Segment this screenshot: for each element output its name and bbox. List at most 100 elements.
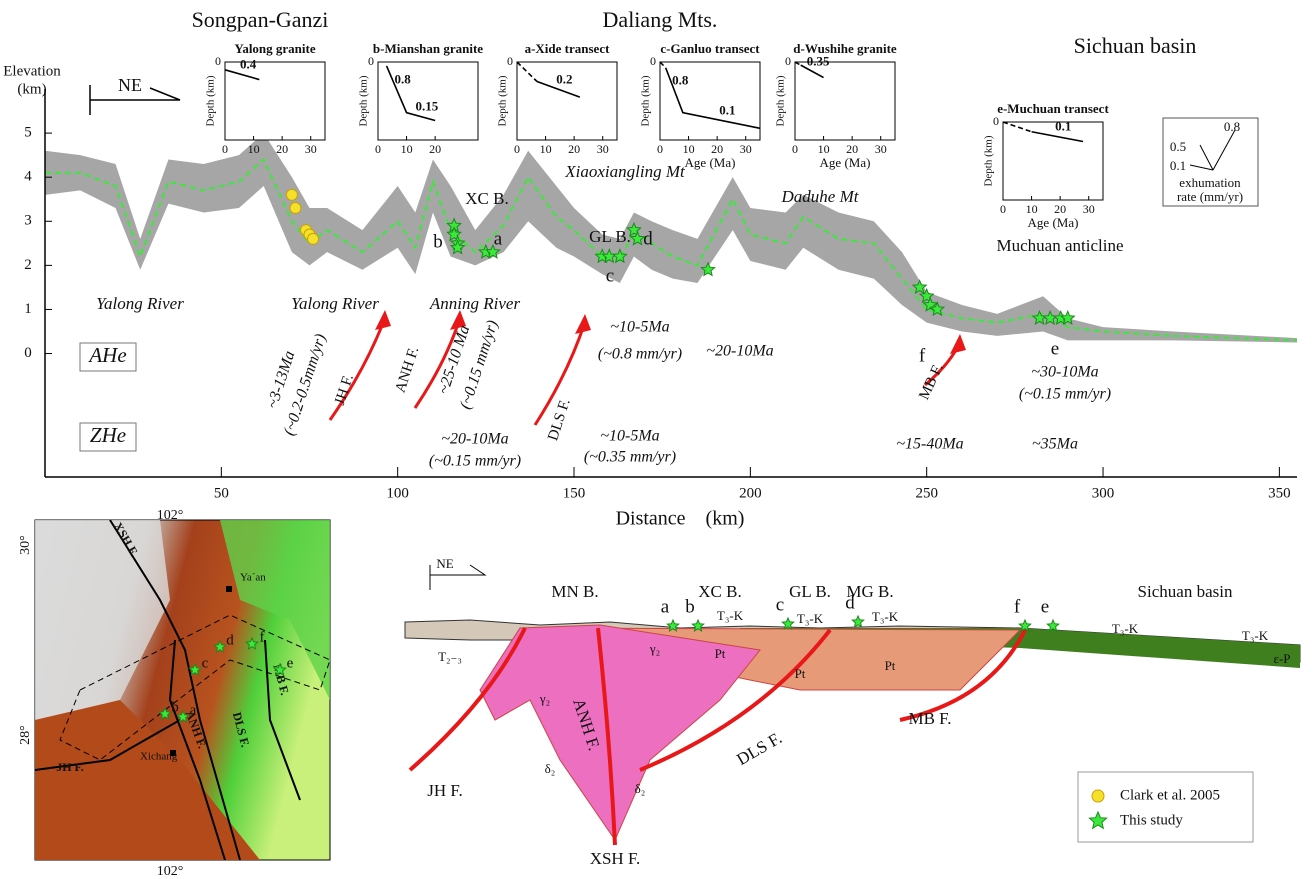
inset-y-tick-label: 0 — [993, 114, 999, 128]
section-unit-label: δ₂ — [635, 781, 646, 796]
inset-rate-label: 0.1 — [719, 102, 735, 117]
x-tick-label: 300 — [1092, 485, 1115, 501]
x-axis-label: Distance (km) — [616, 508, 745, 530]
section-point-label: d — [845, 592, 855, 613]
section-unit-label: δ₂ — [545, 761, 556, 776]
inset-rate-label: 0.4 — [240, 57, 257, 72]
inset-x-tick-label: 10 — [248, 142, 260, 156]
age-label: (~0.8 mm/yr) — [598, 346, 682, 363]
inset-x-tick-label: 0 — [514, 142, 520, 156]
point-label: b — [433, 231, 443, 252]
inset-y-tick-label: 0 — [215, 54, 221, 68]
inset-x-tick-label: 10 — [1026, 202, 1038, 216]
place-label: Yalong River — [291, 294, 379, 313]
inset-x-label: Age (Ma) — [685, 155, 736, 170]
inset-x-tick-label: 20 — [711, 142, 723, 156]
inset-y-tick-label: 0 — [368, 54, 374, 68]
rate-key-value: 0.8 — [1224, 119, 1240, 134]
section-basin-label: Sichuan basin — [1138, 582, 1233, 601]
age-label: ~30-10Ma — [1031, 364, 1098, 381]
legend — [1078, 772, 1253, 842]
section-unit-label: Pt — [885, 658, 896, 673]
section-unit-label: γ₂ — [649, 641, 660, 656]
inset-frame — [795, 62, 895, 140]
clark-sample — [290, 203, 301, 214]
profile-chart — [45, 89, 1297, 477]
inset-x-tick-label: 30 — [740, 142, 752, 156]
y-tick-label: 0 — [24, 345, 32, 361]
point-label: a — [494, 228, 503, 249]
fault-arrowhead — [375, 310, 391, 330]
region-label: Daliang Mts. — [603, 7, 718, 32]
inset-chart — [795, 62, 895, 140]
inset-title: Yalong granite — [234, 41, 315, 56]
y-tick-label: 3 — [24, 213, 32, 229]
inset-title: e-Muchuan transect — [997, 101, 1109, 116]
page: {"profile":{ "region_labels":["Songpan-G… — [0, 0, 1316, 879]
section-direction-label: NE — [436, 556, 453, 571]
map-point-label: c — [202, 655, 209, 671]
inset-x-tick-label: 20 — [1054, 202, 1066, 216]
point-label: d — [643, 228, 653, 249]
map-lon-label: 102° — [157, 864, 184, 879]
section-unit-label: T₃-K — [1112, 621, 1139, 636]
age-label: ~10-5Ma — [610, 319, 669, 336]
map-point-label: d — [226, 632, 234, 648]
legend-box — [1078, 772, 1253, 842]
inset-rate-label: 0.1 — [1055, 119, 1071, 134]
fault-arrowhead — [950, 334, 966, 354]
inset-title: c-Ganluo transect — [660, 41, 760, 56]
inset-x-tick-label: 20 — [276, 142, 288, 156]
map-fault-label: JH F. — [56, 760, 84, 774]
legend-symbol — [1092, 790, 1104, 802]
section-basin-label: GL B. — [789, 582, 831, 601]
rate-key-label: rate (mm/yr) — [1177, 189, 1243, 204]
y-tick-label: 5 — [24, 125, 32, 141]
inset-rate-label: 0.8 — [672, 72, 689, 87]
age-label: (~0.35 mm/yr) — [584, 449, 676, 466]
inset-y-tick-label: 0 — [650, 54, 656, 68]
clark-sample — [286, 189, 297, 200]
inset-y-label: Depth (km) — [983, 135, 995, 186]
point-label: c — [606, 265, 614, 286]
y-axis-label: (km) — [17, 81, 46, 97]
inset-frame — [1003, 122, 1103, 200]
x-tick-label: 200 — [739, 485, 762, 501]
rate-key-value: 0.5 — [1170, 139, 1186, 154]
inset-y-label: Depth (km) — [358, 75, 370, 126]
inset-title: b-Mianshan granite — [373, 41, 483, 56]
age-label: ~10-5Ma — [600, 428, 659, 445]
place-label: Yalong River — [96, 294, 184, 313]
age-label: (~0.15 mm/yr) — [429, 453, 521, 470]
map-point-label: b — [171, 699, 179, 715]
section-unit-label: Pt — [715, 646, 726, 661]
inset-y-tick-label: 0 — [507, 54, 513, 68]
section-basin-label: MN B. — [551, 582, 598, 601]
section-unit-label: T₃-K — [797, 611, 824, 626]
section-unit-label: ε-P — [1273, 651, 1290, 666]
section-fault-label: JH F. — [427, 781, 463, 800]
fault-label: ANH F. — [393, 345, 423, 395]
inset-x-tick-label: 30 — [597, 142, 609, 156]
inset-x-tick-label: 30 — [875, 142, 887, 156]
place-label: GL B. — [589, 227, 631, 246]
section-point-label: b — [685, 596, 695, 617]
section-unit-label: T₃-K — [717, 608, 744, 623]
y-axis-label: Elevation — [3, 63, 61, 79]
inset-x-tick-label: 0 — [657, 142, 663, 156]
inset-x-tick-label: 20 — [568, 142, 580, 156]
map-town-label: Ya´an — [240, 572, 266, 584]
inset-chart — [1003, 122, 1103, 200]
section-fault-label: XSH F. — [590, 849, 641, 868]
x-tick-label: 50 — [214, 485, 229, 501]
inset-x-label: Age (Ma) — [1028, 215, 1079, 230]
figure: NE Songpan-Ganzi Daliang Mts. Sichuan ba… — [0, 0, 1316, 879]
section-unit-label: T₃-K — [872, 609, 899, 624]
inset-x-tick-label: 10 — [540, 142, 552, 156]
age-label: ~20-10Ma — [441, 431, 508, 448]
inset-x-tick-label: 20 — [846, 142, 858, 156]
place-label: Anning River — [429, 294, 521, 313]
section-point-label: a — [661, 596, 670, 617]
y-tick-label: 2 — [24, 257, 32, 273]
inset-rate-label: 0.15 — [415, 99, 438, 114]
